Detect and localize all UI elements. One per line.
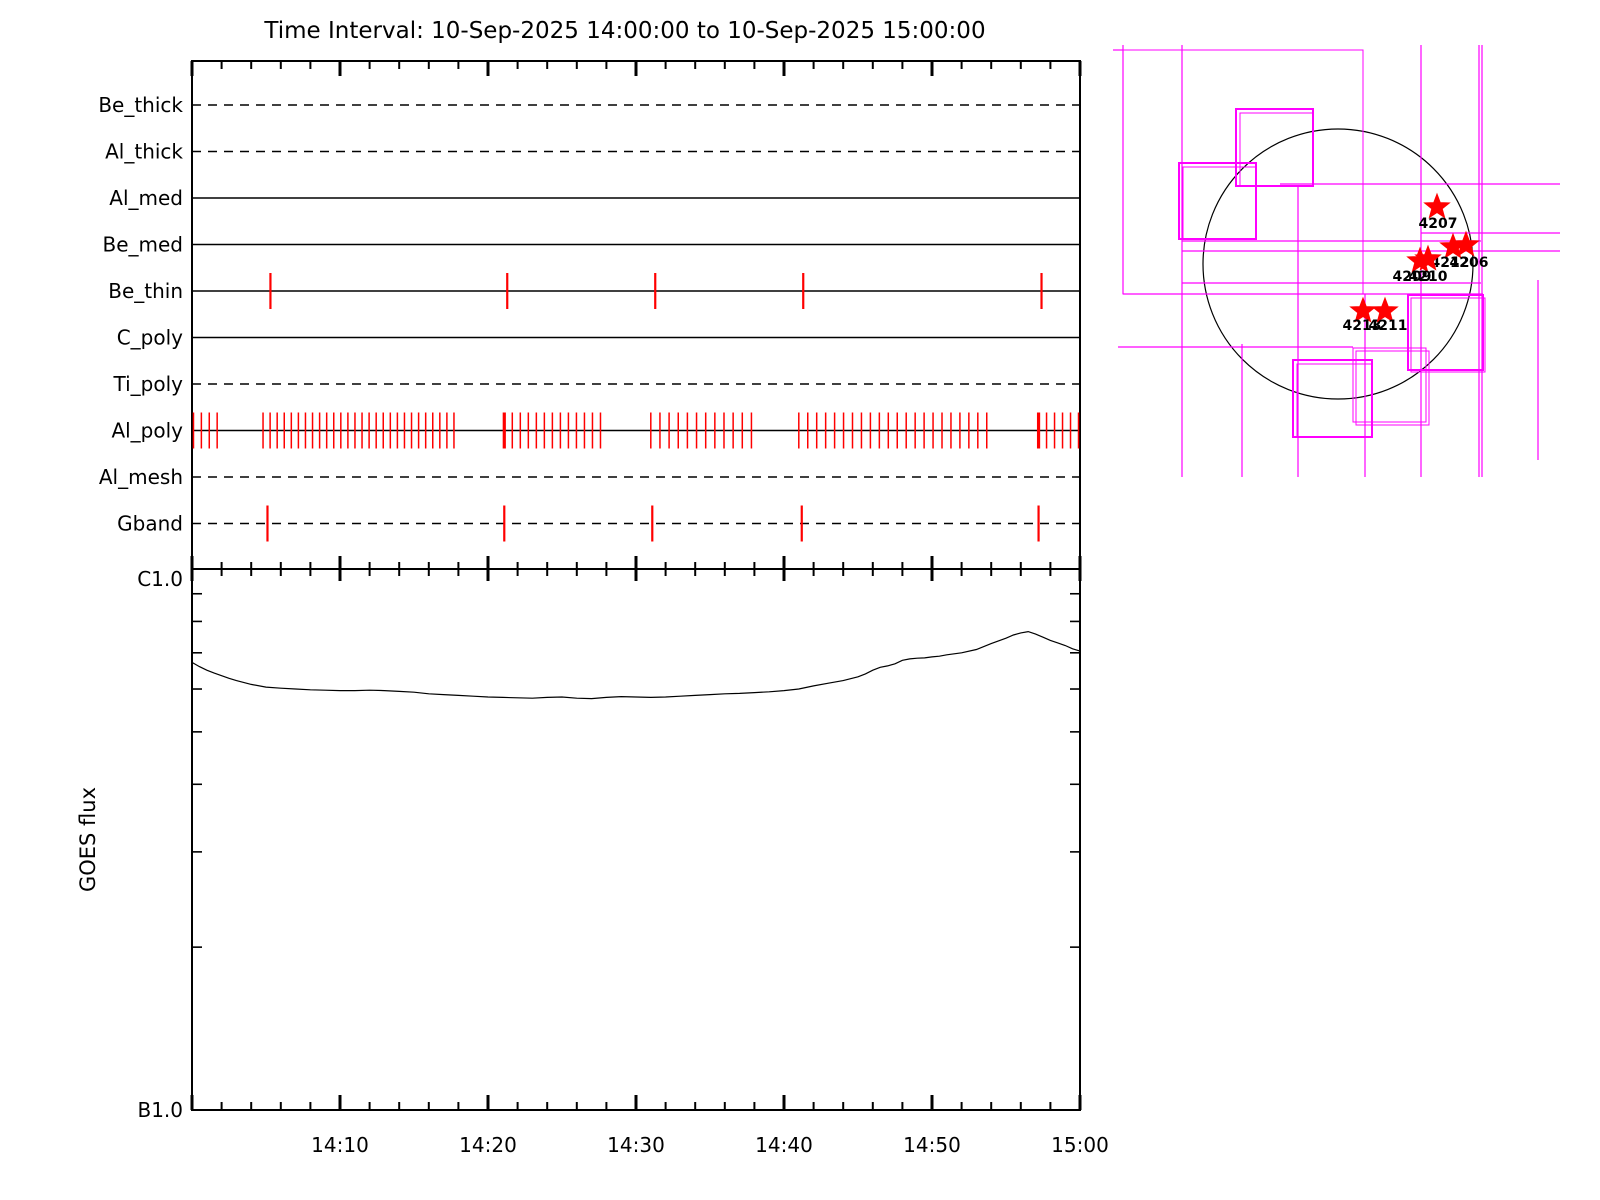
active-region-label-4212: 4212 [1431, 255, 1470, 271]
goes-xtick-label-14:30: 14:30 [607, 1133, 665, 1157]
fov-rect-3 [1178, 162, 1257, 240]
goes-xtick-label-14:20: 14:20 [459, 1133, 517, 1157]
filter-row-label-Al_poly: Al_poly [111, 419, 183, 443]
goes-ylabel: GOES flux [76, 787, 100, 892]
goes-xtick-label-14:50: 14:50 [903, 1133, 961, 1157]
filter-row-label-Ti_poly: Ti_poly [113, 372, 184, 396]
fov-rect-8 [1355, 350, 1430, 426]
active-region-label-4206: 4206 [1450, 255, 1489, 271]
filter-row-label-C_poly: C_poly [117, 326, 183, 350]
goes-xtick-label-15:00: 15:00 [1051, 1133, 1109, 1157]
fov-rect-1 [1235, 108, 1314, 187]
active-region-label-4207: 4207 [1419, 216, 1458, 232]
filter-row-label-Be_thin: Be_thin [108, 279, 183, 303]
filter-row-label-Be_thick: Be_thick [98, 93, 183, 117]
goes-xtick-label-14:40: 14:40 [755, 1133, 813, 1157]
page-title: Time Interval: 10-Sep-2025 14:00:00 to 1… [264, 18, 986, 44]
filter-row-label-Be_med: Be_med [102, 233, 183, 257]
fov-rect-6 [1410, 297, 1486, 373]
active-region-label-4211: 4211 [1369, 318, 1408, 334]
goes-ytick-top-label: C1.0 [137, 567, 183, 591]
filter-row-label-Al_mesh: Al_mesh [99, 465, 183, 489]
fov-rect-7 [1352, 347, 1427, 423]
active-region-star-4206 [1452, 230, 1480, 257]
filter-row-label-Gband: Gband [117, 512, 183, 536]
active-region-star-4207 [1423, 192, 1451, 219]
active-region-label-4213: 4213 [1343, 318, 1382, 334]
active-region-star-4210 [1414, 244, 1442, 271]
filter-row-label-Al_med: Al_med [109, 186, 183, 210]
fov-rect-4 [1182, 166, 1257, 240]
filter-row-label-Al_thick: Al_thick [105, 140, 183, 164]
goes-flux-curve [191, 630, 1081, 700]
fov-rect-2 [1239, 112, 1314, 187]
fov-rect-0 [1122, 49, 1364, 295]
active-region-label-4209: 4209 [1393, 269, 1432, 285]
goes-frame [191, 568, 1081, 1111]
goes-xtick-label-14:10: 14:10 [311, 1133, 369, 1157]
goes-ytick-bottom-label: B1.0 [137, 1098, 183, 1122]
fov-rect-5 [1407, 294, 1484, 371]
timeline-frame [191, 60, 1081, 570]
active-region-label-4210: 4210 [1409, 269, 1448, 285]
fov-rect-10 [1296, 363, 1373, 438]
solar-limb-circle [1202, 128, 1474, 400]
active-region-star-4211 [1371, 296, 1399, 323]
